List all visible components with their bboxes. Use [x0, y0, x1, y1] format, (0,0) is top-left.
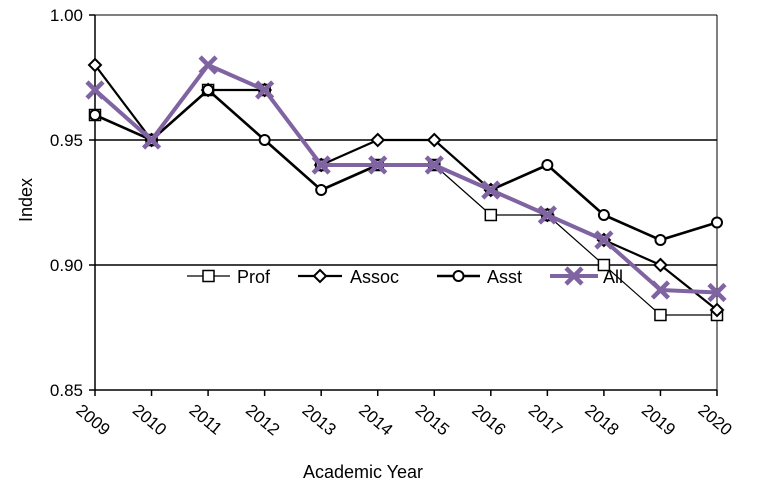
legend-swatch-marker	[564, 266, 584, 286]
data-point-all	[368, 155, 388, 175]
x-tick-label: 2015	[412, 401, 453, 440]
data-point-assoc	[87, 57, 103, 73]
data-point-asst	[541, 159, 554, 171]
legend-item-all: All	[550, 266, 623, 287]
legend-label: All	[603, 267, 623, 287]
legend-item-asst: Asst	[437, 267, 522, 287]
x-tick-label: 2020	[694, 401, 735, 440]
x-axis-title: Academic Year	[303, 462, 423, 482]
legend-label: Prof	[237, 267, 271, 287]
data-point-asst	[597, 209, 610, 221]
data-point-all	[537, 205, 557, 225]
x-tick-label: 2016	[468, 401, 509, 440]
legend-swatch-marker	[202, 269, 215, 283]
x-tick-label: 2017	[525, 401, 566, 440]
x-marker-stroke	[198, 55, 218, 75]
x-tick-label: 2018	[581, 401, 622, 440]
data-point-all	[650, 280, 671, 300]
x-marker-stroke	[311, 155, 331, 175]
data-point-all	[255, 80, 275, 100]
x-marker-stroke	[564, 266, 584, 286]
x-marker-stroke	[424, 155, 444, 175]
legend-item-prof: Prof	[187, 267, 271, 287]
x-tick-label: 2009	[72, 401, 113, 440]
data-point-prof	[597, 258, 611, 272]
data-point-all	[481, 180, 501, 200]
x-tick-label: 2019	[638, 401, 679, 440]
axes: 0.85 0.90 0.95 1.00 2009 2010 2011 2012 2013 2014…	[50, 6, 736, 439]
x-marker-stroke	[481, 180, 501, 200]
x-marker-stroke	[141, 130, 162, 150]
data-point-prof	[484, 208, 498, 222]
series-all	[85, 55, 727, 303]
data-point-assoc	[370, 132, 386, 148]
data-point-all	[85, 80, 105, 100]
x-tick-label: 2013	[299, 401, 340, 440]
data-point-all	[311, 155, 331, 175]
data-point-asst	[258, 134, 271, 146]
data-point-all	[594, 230, 614, 250]
x-marker-stroke	[594, 230, 614, 250]
legend-label: Assoc	[350, 267, 399, 287]
series-line-assoc	[94, 64, 718, 311]
data-point-assoc	[709, 302, 725, 318]
series-lines	[85, 55, 727, 322]
data-point-assoc	[426, 132, 442, 148]
legend: Prof Assoc Asst All	[187, 266, 623, 287]
gridlines	[95, 139, 717, 266]
data-point-all	[707, 282, 727, 303]
x-tick-label: 2012	[242, 401, 283, 440]
x-marker-stroke	[368, 155, 388, 175]
x-tick-label: 2011	[186, 401, 226, 439]
y-tick-label: 0.90	[50, 256, 83, 275]
data-point-asst	[711, 216, 723, 229]
x-marker-stroke	[537, 205, 557, 225]
series-line-prof	[94, 89, 717, 316]
x-marker-stroke	[255, 80, 275, 100]
y-tick-label: 0.85	[50, 381, 83, 400]
series-prof	[88, 83, 724, 322]
y-tick-label: 0.95	[50, 131, 83, 150]
y-axis-title: Index	[16, 178, 36, 222]
y-tick-label: 1.00	[50, 6, 83, 25]
data-point-asst	[315, 184, 328, 196]
data-point-prof	[654, 308, 667, 322]
x-marker-stroke	[707, 282, 727, 303]
legend-label: Asst	[487, 267, 522, 287]
data-point-all	[141, 130, 162, 150]
x-tick-label: 2010	[129, 401, 170, 440]
data-point-all	[198, 55, 218, 75]
data-point-asst	[654, 234, 667, 246]
data-point-assoc	[653, 257, 668, 273]
data-point-asst	[89, 109, 101, 121]
legend-swatch-marker	[312, 268, 328, 284]
x-marker-stroke	[650, 280, 671, 300]
data-point-all	[424, 155, 444, 175]
x-marker-stroke	[85, 80, 105, 100]
legend-item-assoc: Assoc	[298, 267, 399, 287]
x-tick-label: 2014	[355, 401, 396, 440]
legend-swatch-marker	[452, 270, 465, 282]
series-line-all	[93, 63, 718, 295]
data-point-asst	[202, 84, 215, 96]
